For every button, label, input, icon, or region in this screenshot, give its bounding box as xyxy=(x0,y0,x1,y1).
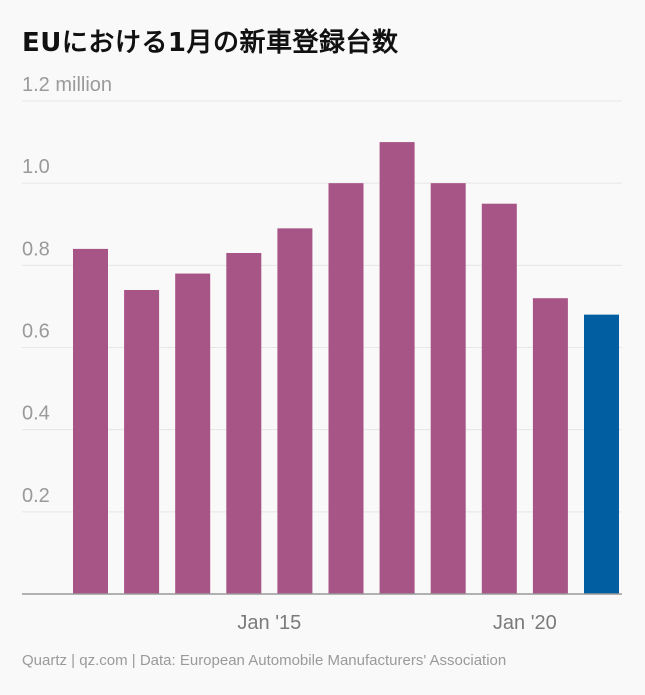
bar xyxy=(481,203,517,595)
bar xyxy=(73,248,108,594)
x-tick-label: Jan '15 xyxy=(237,612,301,634)
bar-chart: 0.2 0.4 0.6 0.8 1.0 1.2 million Jan '15 Jan '2… xyxy=(22,74,622,634)
bar xyxy=(584,314,619,594)
bar xyxy=(379,142,415,595)
bar xyxy=(226,253,262,594)
source-footer: Quartz | qz.com | Data: European Automob… xyxy=(22,652,507,669)
y-tick-label: 0.2 xyxy=(22,485,50,507)
y-tick-label: 0.6 xyxy=(22,321,50,343)
bar xyxy=(124,289,160,594)
x-axis-labels: Jan '15 Jan '20 xyxy=(237,612,556,634)
bar xyxy=(532,298,568,594)
bar xyxy=(277,228,313,594)
bar xyxy=(175,273,211,594)
y-tick-label: 1.2 million xyxy=(22,74,112,96)
bars xyxy=(73,142,619,595)
chart-title: EUにおける1月の新車登録台数 xyxy=(22,28,399,58)
y-tick-label: 0.4 xyxy=(22,403,50,425)
gridlines xyxy=(22,100,622,513)
y-axis-labels: 0.2 0.4 0.6 0.8 1.0 1.2 million xyxy=(22,74,112,507)
y-tick-label: 0.8 xyxy=(22,238,50,260)
y-tick-label: 1.0 xyxy=(22,156,50,178)
x-tick-label: Jan '20 xyxy=(493,612,557,634)
bar xyxy=(328,183,364,594)
bar xyxy=(430,183,466,594)
